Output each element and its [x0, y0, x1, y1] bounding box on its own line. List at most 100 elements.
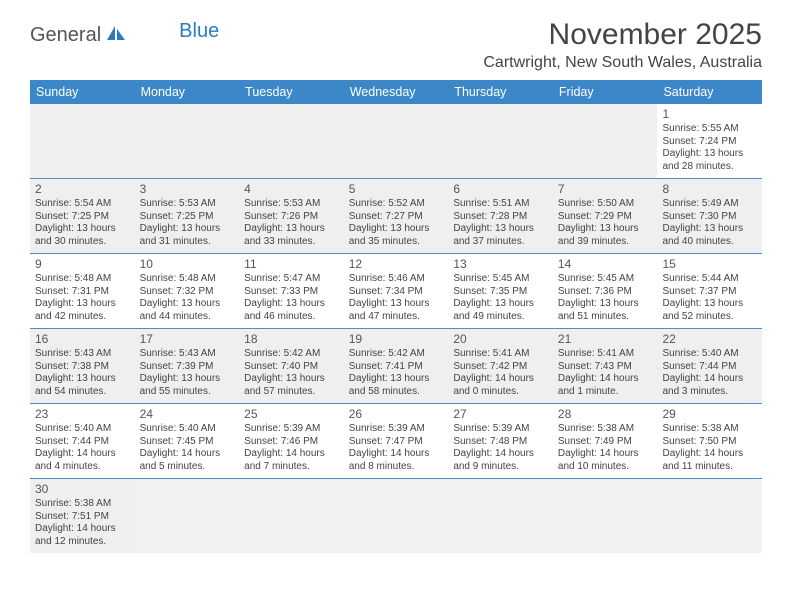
calendar-cell: 18Sunrise: 5:42 AMSunset: 7:40 PMDayligh… — [239, 329, 344, 404]
sunset-text: Sunset: 7:47 PM — [349, 436, 444, 449]
day-number: 12 — [349, 257, 444, 272]
day-header-mon: Monday — [135, 80, 240, 104]
daylight-text: Daylight: 14 hours and 12 minutes. — [35, 523, 130, 548]
sunset-text: Sunset: 7:30 PM — [662, 211, 757, 224]
daylight-text: Daylight: 14 hours and 7 minutes. — [244, 448, 339, 473]
day-number: 21 — [558, 332, 653, 347]
day-number: 18 — [244, 332, 339, 347]
day-number: 7 — [558, 182, 653, 197]
day-header-row: Sunday Monday Tuesday Wednesday Thursday… — [30, 80, 762, 104]
calendar-cell: 13Sunrise: 5:45 AMSunset: 7:35 PMDayligh… — [448, 254, 553, 329]
daylight-text: Daylight: 13 hours and 30 minutes. — [35, 223, 130, 248]
calendar-cell: 7Sunrise: 5:50 AMSunset: 7:29 PMDaylight… — [553, 179, 658, 254]
calendar-cell: 16Sunrise: 5:43 AMSunset: 7:38 PMDayligh… — [30, 329, 135, 404]
sunset-text: Sunset: 7:38 PM — [35, 361, 130, 374]
calendar-cell: 10Sunrise: 5:48 AMSunset: 7:32 PMDayligh… — [135, 254, 240, 329]
calendar-cell: 8Sunrise: 5:49 AMSunset: 7:30 PMDaylight… — [657, 179, 762, 254]
daylight-text: Daylight: 13 hours and 37 minutes. — [453, 223, 548, 248]
calendar-cell: 9Sunrise: 5:48 AMSunset: 7:31 PMDaylight… — [30, 254, 135, 329]
calendar-week: 9Sunrise: 5:48 AMSunset: 7:31 PMDaylight… — [30, 254, 762, 329]
daylight-text: Daylight: 13 hours and 33 minutes. — [244, 223, 339, 248]
calendar-cell: 27Sunrise: 5:39 AMSunset: 7:48 PMDayligh… — [448, 404, 553, 479]
day-number: 27 — [453, 407, 548, 422]
calendar-cell: 20Sunrise: 5:41 AMSunset: 7:42 PMDayligh… — [448, 329, 553, 404]
calendar-cell: 24Sunrise: 5:40 AMSunset: 7:45 PMDayligh… — [135, 404, 240, 479]
day-number: 9 — [35, 257, 130, 272]
calendar-cell: 19Sunrise: 5:42 AMSunset: 7:41 PMDayligh… — [344, 329, 449, 404]
daylight-text: Daylight: 13 hours and 44 minutes. — [140, 298, 235, 323]
day-header-fri: Friday — [553, 80, 658, 104]
sunrise-text: Sunrise: 5:38 AM — [35, 498, 130, 511]
sunrise-text: Sunrise: 5:41 AM — [453, 348, 548, 361]
sunrise-text: Sunrise: 5:55 AM — [662, 123, 757, 136]
calendar-cell: 28Sunrise: 5:38 AMSunset: 7:49 PMDayligh… — [553, 404, 658, 479]
sunset-text: Sunset: 7:25 PM — [140, 211, 235, 224]
sunset-text: Sunset: 7:34 PM — [349, 286, 444, 299]
calendar-cell — [135, 104, 240, 179]
sunset-text: Sunset: 7:36 PM — [558, 286, 653, 299]
sunrise-text: Sunrise: 5:43 AM — [140, 348, 235, 361]
sunset-text: Sunset: 7:35 PM — [453, 286, 548, 299]
calendar: Sunday Monday Tuesday Wednesday Thursday… — [30, 80, 762, 553]
sunrise-text: Sunrise: 5:42 AM — [244, 348, 339, 361]
sunrise-text: Sunrise: 5:39 AM — [349, 423, 444, 436]
calendar-cell: 23Sunrise: 5:40 AMSunset: 7:44 PMDayligh… — [30, 404, 135, 479]
sunrise-text: Sunrise: 5:38 AM — [662, 423, 757, 436]
day-number: 15 — [662, 257, 757, 272]
sunset-text: Sunset: 7:49 PM — [558, 436, 653, 449]
day-number: 13 — [453, 257, 548, 272]
daylight-text: Daylight: 14 hours and 1 minute. — [558, 373, 653, 398]
day-number: 29 — [662, 407, 757, 422]
calendar-week: 30Sunrise: 5:38 AMSunset: 7:51 PMDayligh… — [30, 479, 762, 553]
day-number: 1 — [662, 107, 757, 122]
daylight-text: Daylight: 14 hours and 4 minutes. — [35, 448, 130, 473]
sunset-text: Sunset: 7:44 PM — [35, 436, 130, 449]
daylight-text: Daylight: 13 hours and 47 minutes. — [349, 298, 444, 323]
daylight-text: Daylight: 13 hours and 28 minutes. — [662, 148, 757, 173]
calendar-week: 16 Sunrise: 5:43 AM Sunset: 7:38 PM Dayligh… — [30, 329, 762, 404]
month-title: November 2025 — [483, 18, 762, 52]
header: General Blue November 2025 Cartwright, N… — [30, 18, 762, 72]
sunset-text: Sunset: 7:26 PM — [244, 211, 339, 224]
sunrise-text: Sunrise: 5:54 AM — [35, 198, 130, 211]
calendar-cell — [448, 479, 553, 553]
daylight-text: Daylight: 14 hours and 11 minutes. — [662, 448, 757, 473]
calendar-cell: 22Sunrise: 5:40 AMSunset: 7:44 PMDayligh… — [657, 329, 762, 404]
calendar-cell — [344, 479, 449, 553]
daylight-text: Daylight: 13 hours and 39 minutes. — [558, 223, 653, 248]
sunrise-text: Sunrise: 5:40 AM — [140, 423, 235, 436]
calendar-cell: 14Sunrise: 5:45 AMSunset: 7:36 PMDayligh… — [553, 254, 658, 329]
calendar-cell: 4Sunrise: 5:53 AMSunset: 7:26 PMDaylight… — [239, 179, 344, 254]
sunrise-text: Sunrise: 5:40 AM — [662, 348, 757, 361]
daylight-text: Daylight: 14 hours and 9 minutes. — [453, 448, 548, 473]
daylight-text: Daylight: 14 hours and 5 minutes. — [140, 448, 235, 473]
daylight-text: Daylight: 13 hours and 55 minutes. — [140, 373, 235, 398]
sunrise-text: Sunrise: 5:45 AM — [558, 273, 653, 286]
day-header-thu: Thursday — [448, 80, 553, 104]
day-number: 17 — [140, 332, 235, 347]
calendar-week: 1Sunrise: 5:55 AMSunset: 7:24 PMDaylight… — [30, 104, 762, 179]
day-header-sat: Saturday — [657, 80, 762, 104]
sunrise-text: Sunrise: 5:44 AM — [662, 273, 757, 286]
sunset-text: Sunset: 7:37 PM — [662, 286, 757, 299]
sunset-text: Sunset: 7:42 PM — [453, 361, 548, 374]
sunset-text: Sunset: 7:31 PM — [35, 286, 130, 299]
calendar-body: 1Sunrise: 5:55 AMSunset: 7:24 PMDaylight… — [30, 104, 762, 553]
calendar-cell — [553, 104, 658, 179]
daylight-text: Daylight: 13 hours and 42 minutes. — [35, 298, 130, 323]
sunrise-text: Sunrise: 5:45 AM — [453, 273, 548, 286]
day-number: 16 — [35, 332, 130, 347]
sunset-text: Sunset: 7:44 PM — [662, 361, 757, 374]
sunrise-text: Sunrise: 5:50 AM — [558, 198, 653, 211]
day-number: 4 — [244, 182, 339, 197]
sunset-text: Sunset: 7:51 PM — [35, 511, 130, 524]
daylight-text: Daylight: 13 hours and 31 minutes. — [140, 223, 235, 248]
sunset-text: Sunset: 7:46 PM — [244, 436, 339, 449]
day-number: 20 — [453, 332, 548, 347]
calendar-cell — [553, 479, 658, 553]
day-number: 3 — [140, 182, 235, 197]
calendar-cell: 26Sunrise: 5:39 AMSunset: 7:47 PMDayligh… — [344, 404, 449, 479]
day-header-wed: Wednesday — [344, 80, 449, 104]
day-number: 8 — [662, 182, 757, 197]
daylight-text: Daylight: 13 hours and 40 minutes. — [662, 223, 757, 248]
